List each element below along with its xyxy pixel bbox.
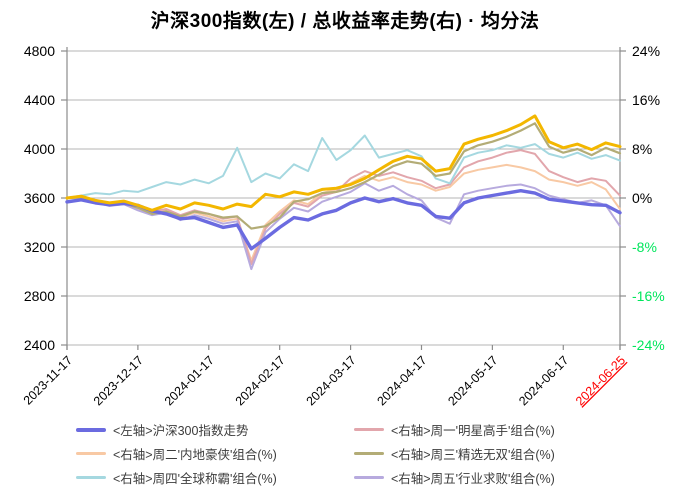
left-axis-tick-label: 2800 (24, 288, 55, 304)
series-friday-portfolio-line (66, 182, 621, 271)
left-axis-tick-label: 4800 (24, 43, 55, 59)
legend-item-tuesday-portfolio-line: <右轴>周二'内地豪侠'组合(%) (76, 443, 354, 464)
legend-marker-thursday-portfolio-line (76, 476, 106, 479)
legend-item-wednesday-portfolio-line: <右轴>周三'精选无双'组合(%) (354, 443, 654, 464)
left-axis-tick-label: 4000 (24, 141, 55, 157)
x-axis-tick-label: 2023-11-17 (21, 353, 75, 407)
legend-item-friday-portfolio-line: <右轴>周五'行业求败'组合(%) (354, 467, 654, 488)
series-gold-average-line (65, 114, 622, 212)
series-wednesday-portfolio-line (65, 122, 622, 230)
legend-label: <左轴>沪深300指数走势 (113, 424, 249, 438)
legend-marker-wednesday-portfolio-line (354, 452, 384, 455)
legend-item-csi300-index-line: <左轴>沪深300指数走势 (76, 419, 354, 440)
left-axis-tick-label: 2400 (24, 337, 55, 353)
legend-label: <右轴>周三'精选无双'组合(%) (391, 448, 555, 462)
x-axis-tick-label: 2024-06-17 (516, 353, 571, 408)
series-csi300-index-line (65, 188, 622, 251)
legend-label: <右轴>周四'全球称霸'组合(%) (113, 472, 277, 486)
left-axis-tick-label: 3200 (24, 239, 55, 255)
line-chart-canvas: 4800 4400 4000 3600 3200 2800 2400 24% 16% 8% 0% -8… (21, 43, 665, 408)
legend-label: <右轴>周一'明星高手'组合(%) (391, 424, 555, 438)
legend-marker-friday-portfolio-line (354, 476, 384, 479)
x-axis-tick-label: 2024-04-17 (374, 353, 429, 408)
series-thursday-portfolio-line (66, 134, 621, 199)
right-axis-tick-label: 16% (632, 92, 660, 108)
x-axis-tick-label: 2024-02-17 (233, 353, 288, 408)
right-axis-tick-label: 24% (632, 43, 660, 59)
legend-marker-csi300-index-line (76, 427, 106, 432)
legend-item-monday-portfolio-line: <右轴>周一'明星高手'组合(%) (354, 419, 654, 440)
right-axis-tick-label: 8% (632, 141, 652, 157)
legend-label: <右轴>周二'内地豪侠'组合(%) (113, 448, 277, 462)
x-axis-tick-label: 2024-01-17 (162, 353, 217, 408)
x-axis-tick-label: 2024-06-25 (573, 353, 628, 408)
legend-marker-monday-portfolio-line (354, 428, 384, 431)
right-axis-tick-label: -8% (632, 239, 657, 255)
legend-item-thursday-portfolio-line: <右轴>周四'全球称霸'组合(%) (76, 467, 354, 488)
x-axis-tick-label: 2023-12-17 (91, 353, 146, 408)
left-axis-tick-label: 3600 (24, 190, 55, 206)
left-axis-tick-label: 4400 (24, 92, 55, 108)
legend-marker-tuesday-portfolio-line (76, 452, 106, 455)
right-axis-tick-label: 0% (632, 190, 652, 206)
x-axis-tick-label: 2024-05-17 (445, 353, 500, 408)
chart-legend: <左轴>沪深300指数走势 <右轴>周一'明星高手'组合(%) <右轴>周二'内地豪… (76, 419, 654, 488)
legend-label: <右轴>周五'行业求败'组合(%) (391, 472, 555, 486)
right-axis-tick-label: -24% (632, 337, 665, 353)
right-axis-tick-label: -16% (632, 288, 665, 304)
x-axis-tick-label: 2024-03-17 (304, 353, 359, 408)
page-title: 沪深300指数(左) / 总收益率走势(右) · 均分法 (150, 11, 540, 32)
